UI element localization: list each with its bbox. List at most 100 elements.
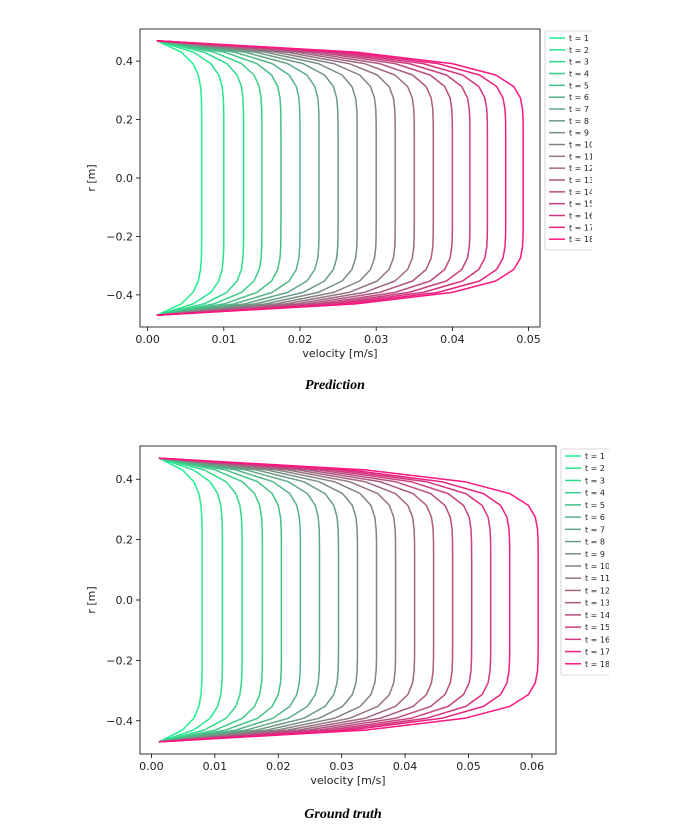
series-line-t5: [158, 457, 283, 743]
x-tick-label: 0.05: [516, 333, 541, 346]
legend-entry-t2: t = 2: [585, 464, 605, 473]
legend-entry-t2: t = 2: [569, 46, 589, 55]
legend-entry-t5: t = 5: [585, 501, 605, 510]
legend-entry-t12: t = 12: [569, 164, 594, 173]
legend-entry-t11: t = 11: [569, 152, 594, 161]
legend-entry-t3: t = 3: [569, 58, 589, 67]
legend-entry-t10: t = 10: [569, 141, 594, 150]
series-line-t11: [158, 457, 397, 743]
series-line-t2: [158, 457, 224, 743]
series-line-t8: [156, 39, 339, 317]
legend-entry-t8: t = 8: [569, 117, 589, 126]
series-line-t9: [158, 457, 359, 743]
legend-entry-t12: t = 12: [585, 586, 610, 595]
series-line-t2: [156, 39, 225, 317]
series-line-t17: [156, 39, 507, 317]
y-tick-label: −0.2: [106, 230, 133, 243]
ground-truth-chart: 0.00 0.01 0.02 0.03 0.04 0.05 0.06 0.4 0.2 0.0 −0.…: [85, 445, 610, 822]
legend-entry-t14: t = 14: [569, 188, 594, 197]
x-axis-label: velocity [m/s]: [302, 347, 377, 360]
y-tick-label: −0.4: [106, 289, 133, 302]
x-tick-label: 0.01: [203, 760, 228, 773]
legend-entry-t1: t = 1: [569, 34, 589, 43]
series-line-t1: [156, 40, 203, 316]
x-tick-label: 0.06: [520, 760, 545, 773]
series-line-t5: [156, 39, 282, 317]
series-line-t15: [156, 39, 471, 317]
series-group: [156, 39, 524, 317]
legend-entry-t6: t = 6: [585, 513, 605, 522]
legend-entry-t15: t = 15: [569, 200, 594, 209]
series-line-t9: [156, 39, 358, 317]
legend-entry-t9: t = 9: [585, 550, 605, 559]
x-tick-label: 0.05: [456, 760, 481, 773]
series-line-t12: [156, 39, 416, 317]
series-line-t1: [158, 457, 203, 743]
x-tick-label: 0.03: [364, 333, 389, 346]
legend-entry-t11: t = 11: [585, 574, 610, 583]
x-tick-label: 0.04: [393, 760, 418, 773]
series-line-t16: [158, 457, 492, 743]
series-line-t18: [156, 39, 524, 317]
x-tick-label: 0.00: [135, 333, 160, 346]
y-axis-label: r [m]: [85, 164, 98, 191]
x-tick-label: 0.00: [139, 760, 164, 773]
legend-entry-t5: t = 5: [569, 81, 589, 90]
legend-entry-t18: t = 18: [569, 235, 594, 244]
y-axis-label: r [m]: [85, 586, 98, 613]
legend-entry-t4: t = 4: [585, 489, 605, 498]
y-tick-label: 0.2: [116, 114, 134, 127]
legend: t = 1 t = 2 t = 3 t = 4 t = 5 t = 6 t = 7 t = 8…: [544, 30, 594, 251]
series-line-t6: [156, 39, 301, 317]
series-line-t16: [156, 39, 489, 317]
legend-entry-t7: t = 7: [569, 105, 589, 114]
legend: t = 1 t = 2 t = 3 t = 4 t = 5 t = 6 t = 7 t = 8…: [560, 448, 610, 676]
x-tick-label: 0.04: [440, 333, 465, 346]
legend-entry-t16: t = 16: [569, 212, 594, 221]
legend-entry-t6: t = 6: [569, 93, 589, 102]
series-line-t18: [158, 457, 539, 743]
chart-caption: Prediction: [305, 378, 365, 393]
legend-entry-t17: t = 17: [585, 648, 610, 657]
x-tick-label: 0.02: [266, 760, 291, 773]
series-line-t15: [158, 457, 473, 743]
y-tick-label: 0.4: [116, 55, 134, 68]
series-line-t3: [158, 457, 243, 743]
series-line-t13: [156, 39, 435, 317]
legend-entry-t15: t = 15: [585, 623, 610, 632]
legend-entry-t1: t = 1: [585, 452, 605, 461]
series-line-t17: [158, 457, 511, 743]
x-tick-label: 0.03: [329, 760, 354, 773]
series-line-t4: [156, 39, 263, 317]
series-line-t14: [156, 39, 454, 317]
y-tick-label: 0.0: [116, 172, 134, 185]
y-tick-label: 0.2: [116, 534, 134, 547]
series-line-t11: [156, 39, 396, 317]
series-line-t6: [158, 457, 302, 743]
x-axis-label: velocity [m/s]: [310, 774, 385, 787]
chart-caption: Ground truth: [304, 807, 382, 822]
series-line-t10: [156, 39, 377, 317]
y-tick-label: −0.2: [106, 654, 133, 667]
series-line-t8: [158, 457, 340, 743]
legend-entry-t9: t = 9: [569, 129, 589, 138]
x-tick-label: 0.01: [212, 333, 237, 346]
legend-entry-t14: t = 14: [585, 611, 610, 620]
legend-entry-t13: t = 13: [585, 599, 610, 608]
prediction-chart: 0.00 0.01 0.02 0.03 0.04 0.05 0.4 0.2 0.0 −0.2 −0.…: [85, 28, 594, 393]
y-tick-label: 0.4: [116, 473, 134, 486]
legend-entry-t18: t = 18: [585, 660, 610, 669]
series-line-t14: [158, 457, 454, 743]
legend-entry-t16: t = 16: [585, 635, 610, 644]
series-group: [158, 457, 539, 743]
y-tick-label: 0.0: [116, 594, 134, 607]
legend-entry-t3: t = 3: [585, 476, 605, 485]
series-line-t10: [158, 457, 378, 743]
legend-entry-t10: t = 10: [585, 562, 610, 571]
series-line-t3: [156, 39, 245, 317]
x-tick-label: 0.02: [288, 333, 313, 346]
legend-entry-t4: t = 4: [569, 70, 589, 79]
y-tick-label: −0.4: [106, 715, 133, 728]
legend-entry-t7: t = 7: [585, 525, 605, 534]
